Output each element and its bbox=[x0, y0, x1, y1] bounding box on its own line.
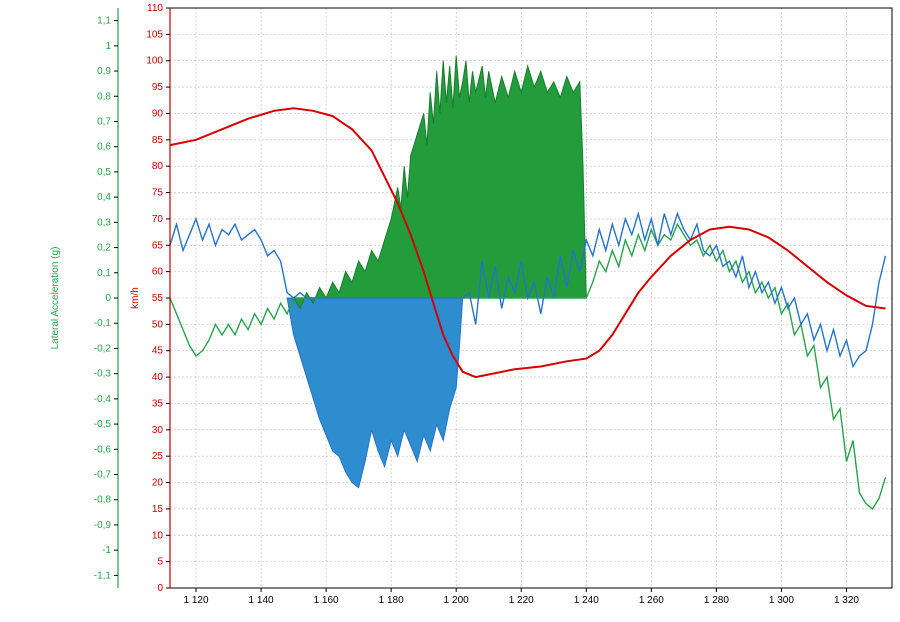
y-primary-tick-label: 50 bbox=[152, 319, 164, 330]
x-tick-label: 1 160 bbox=[314, 595, 339, 606]
chart-svg: 1 1201 1401 1601 1801 2001 2201 2401 260… bbox=[0, 0, 900, 622]
y-secondary-tick-label: -1,1 bbox=[94, 570, 112, 581]
x-tick-labels: 1 120 1 140 1 160 1 180 1 200 1 220 1 240 1 260… bbox=[184, 588, 860, 606]
y-primary-tick-label: 60 bbox=[152, 267, 164, 278]
y-primary-tick-label: 55 bbox=[152, 293, 164, 304]
y-primary-tick-label: 70 bbox=[152, 214, 164, 225]
y-secondary-tick-label: 0,8 bbox=[97, 91, 111, 102]
y-primary-tick-label: 80 bbox=[152, 161, 164, 172]
chart-container: 1 1201 1401 1601 1801 2001 2201 2401 260… bbox=[0, 0, 900, 622]
y-primary-tick-label: 95 bbox=[152, 82, 164, 93]
y-secondary-tick-label: -0,6 bbox=[94, 444, 112, 455]
y-primary-tick-label: 40 bbox=[152, 372, 164, 383]
x-tick-label: 1 140 bbox=[249, 595, 274, 606]
y-primary-tick-label: 90 bbox=[152, 108, 164, 119]
y-primary-tick-label: 45 bbox=[152, 346, 164, 357]
y-secondary-tick-label: 0 bbox=[105, 293, 111, 304]
x-tick-label: 1 240 bbox=[574, 595, 599, 606]
y-secondary-tick-label: 0,6 bbox=[97, 142, 111, 153]
y-primary-label: km/h bbox=[130, 287, 141, 309]
x-tick-label: 1 200 bbox=[444, 595, 469, 606]
y-primary-tick-label: 35 bbox=[152, 398, 164, 409]
y-axis-primary: 0 5 10 15 20 25 30 35 40 45 50 55 60 65 70 75 80 85 90 95 10… bbox=[130, 3, 170, 594]
y-secondary-tick-label: -0,8 bbox=[94, 495, 112, 506]
y-primary-tick-label: 20 bbox=[152, 478, 164, 489]
y-secondary-tick-label: 0,4 bbox=[97, 192, 111, 203]
y-primary-tick-label: 15 bbox=[152, 504, 164, 515]
x-tick-label: 1 220 bbox=[509, 595, 534, 606]
y-primary-tick-label: 75 bbox=[152, 188, 164, 199]
y-secondary-tick-label: 0,1 bbox=[97, 268, 111, 279]
y-secondary-tick-label: -0,3 bbox=[94, 369, 112, 380]
y-secondary-tick-label: 0,5 bbox=[97, 167, 111, 178]
y-secondary-tick-label: 0,2 bbox=[97, 243, 111, 254]
y-secondary-tick-label: -0,1 bbox=[94, 318, 112, 329]
y-secondary-tick-label: -0,4 bbox=[94, 394, 112, 405]
y-secondary-tick-label: 0,7 bbox=[97, 116, 111, 127]
y-primary-tick-label: 0 bbox=[157, 583, 163, 594]
y-secondary-tick-label: 0,9 bbox=[97, 66, 111, 77]
x-tick-label: 1 260 bbox=[639, 595, 664, 606]
y-primary-tick-label: 110 bbox=[147, 3, 163, 14]
y-primary-tick-label: 100 bbox=[146, 56, 163, 67]
y-secondary-tick-label: -1 bbox=[102, 545, 111, 556]
y-secondary-tick-label: -0,9 bbox=[94, 520, 112, 531]
y-secondary-label: Lateral Acceleration (g) bbox=[50, 247, 61, 350]
y-primary-tick-label: 105 bbox=[146, 29, 163, 40]
y-primary-tick-label: 25 bbox=[152, 451, 164, 462]
y-secondary-tick-label: 1 bbox=[105, 41, 111, 52]
y-secondary-tick-label: -0,7 bbox=[94, 470, 112, 481]
y-primary-tick-label: 10 bbox=[152, 530, 164, 541]
y-axis-secondary: -1,1 -1 -0,9 -0,8 -0,7 -0,6 -0,5 -0,4 -0,3 -0,2 -0… bbox=[50, 8, 118, 588]
y-secondary-tick-label: -0,2 bbox=[94, 343, 112, 354]
x-tick-label: 1 280 bbox=[704, 595, 729, 606]
x-tick-label: 1 320 bbox=[834, 595, 859, 606]
y-primary-tick-label: 65 bbox=[152, 240, 164, 251]
x-tick-label: 1 180 bbox=[379, 595, 404, 606]
y-secondary-tick-label: -0,5 bbox=[94, 419, 112, 430]
y-primary-tick-label: 85 bbox=[152, 135, 164, 146]
y-secondary-tick-label: 1,1 bbox=[97, 16, 111, 27]
y-primary-tick-label: 5 bbox=[157, 557, 163, 568]
x-tick-label: 1 120 bbox=[184, 595, 209, 606]
x-tick-label: 1 300 bbox=[769, 595, 794, 606]
y-secondary-tick-label: 0,3 bbox=[97, 217, 111, 228]
y-primary-tick-label: 30 bbox=[152, 425, 164, 436]
